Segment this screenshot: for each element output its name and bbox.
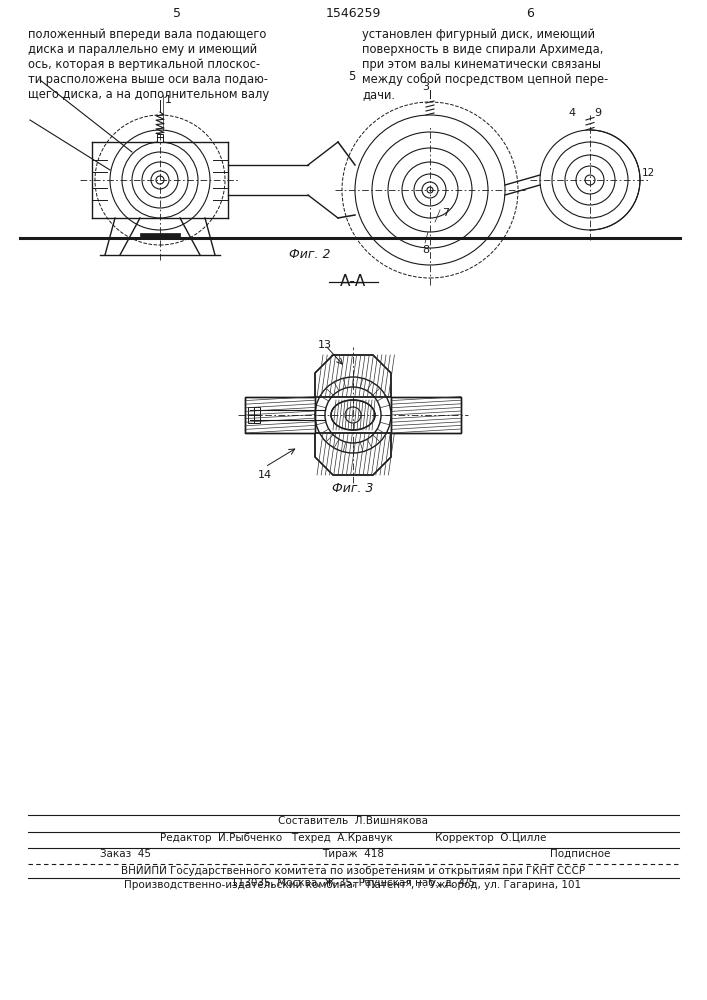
Bar [157, 134, 163, 142]
Text: 14: 14 [258, 470, 272, 480]
Text: Составитель  Л.Вишнякова: Составитель Л.Вишнякова [278, 816, 428, 826]
Text: 8: 8 [422, 245, 429, 255]
Text: Заказ  45: Заказ 45 [100, 849, 151, 859]
Bar [140, 233, 180, 238]
Text: 5: 5 [173, 7, 181, 20]
Text: А-А: А-А [340, 274, 366, 289]
Text: 1546259: 1546259 [325, 7, 380, 20]
Text: 3: 3 [422, 82, 429, 92]
Text: 9: 9 [594, 108, 601, 118]
Text: 7: 7 [442, 208, 449, 218]
Bar [391, 397, 461, 433]
Circle shape [345, 407, 361, 423]
Text: положенный впереди вала подающего
диска и параллельно ему и имеющий
ось, которая: положенный впереди вала подающего диска … [28, 28, 269, 101]
Bar [245, 397, 315, 433]
Bar [248, 407, 260, 423]
Text: 1: 1 [165, 95, 172, 105]
Text: 13: 13 [318, 340, 332, 350]
Bar [245, 397, 315, 433]
Text: ВНИИПИ Государственного комитета по изобретениям и открытиям при ГКНТ СССР: ВНИИПИ Государственного комитета по изоб… [121, 866, 585, 876]
Text: Фиг. 2: Фиг. 2 [289, 248, 331, 261]
Text: 6: 6 [526, 7, 534, 20]
Text: 4: 4 [568, 108, 575, 118]
Text: Подписное: Подписное [550, 849, 610, 859]
Text: 5: 5 [349, 70, 356, 83]
Text: установлен фигурный диск, имеющий
поверхность в виде спирали Архимеда,
при этом : установлен фигурный диск, имеющий поверх… [362, 28, 608, 101]
Bar [391, 397, 461, 433]
Text: Редактор  И.Рыбченко   Техред  А.Кравчук             Корректор  О.Цилле: Редактор И.Рыбченко Техред А.Кравчук Кор… [160, 833, 547, 843]
Text: Фиг. 3: Фиг. 3 [332, 482, 374, 495]
Text: 12: 12 [642, 168, 655, 178]
Text: Тираж  418: Тираж 418 [322, 849, 384, 859]
Text: 113035, Москва, Ж-35, Раушская наб., д. 4/5: 113035, Москва, Ж-35, Раушская наб., д. … [231, 878, 475, 888]
Text: Производственно-издательский комбинат "Патент", г. Ужгород, ул. Гагарина, 101: Производственно-издательский комбинат "П… [124, 880, 582, 890]
